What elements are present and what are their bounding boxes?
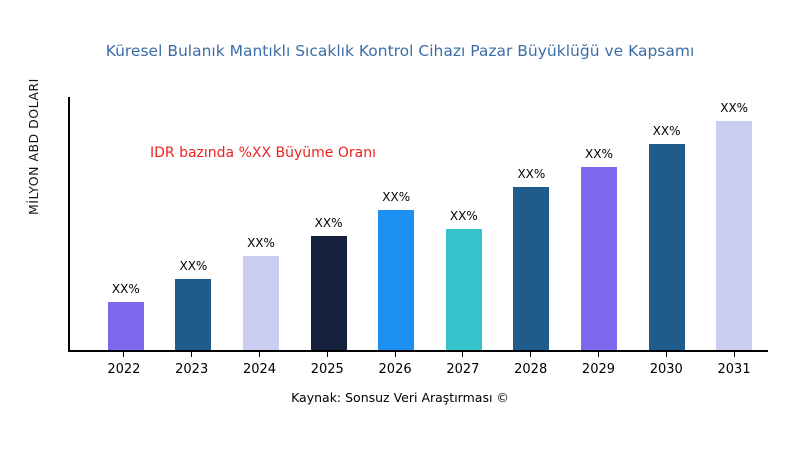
- x-tick-mark: [665, 352, 667, 357]
- bar-value-label: XX%: [517, 167, 546, 182]
- x-tick-group: 2022: [90, 352, 158, 377]
- bar-column: XX%: [295, 97, 363, 350]
- bar-column: XX%: [160, 97, 228, 350]
- bar: [378, 210, 415, 350]
- bar-value-label: XX%: [314, 215, 343, 230]
- bar-column: XX%: [498, 97, 566, 350]
- x-tick-label: 2024: [242, 362, 277, 377]
- x-tick-label: 2028: [514, 362, 548, 377]
- bar: [648, 143, 685, 350]
- bar-column: XX%: [362, 97, 430, 350]
- plot-area: IDR bazında %XX Büyüme Oranı XX% XX% XX% XX…: [68, 97, 768, 352]
- bar: [310, 235, 347, 350]
- x-tick-label: 2029: [581, 362, 616, 377]
- bar: [107, 301, 144, 350]
- x-tick-label: 2030: [649, 362, 683, 377]
- bar: [242, 256, 279, 350]
- bar-value-label: XX%: [652, 123, 681, 138]
- bar-value-label: XX%: [720, 101, 749, 116]
- x-tick-mark: [597, 352, 599, 357]
- y-axis-label: MİLYON ABD DOLARI: [26, 78, 41, 215]
- x-tick-mark: [462, 352, 464, 357]
- x-tick-mark: [530, 352, 532, 357]
- bar-value-label: XX%: [585, 146, 613, 161]
- bar-column: XX%: [565, 97, 633, 350]
- bar-value-label: XX%: [247, 236, 275, 251]
- x-tick-group: 2029: [565, 352, 633, 377]
- bar-column: XX%: [633, 97, 701, 350]
- x-tick-label: 2023: [175, 362, 209, 377]
- bar: [580, 166, 617, 350]
- x-tick-group: 2028: [497, 352, 565, 377]
- x-tick-label: 2025: [310, 362, 344, 377]
- x-tick-mark: [394, 352, 396, 357]
- bar-column: XX%: [92, 97, 160, 350]
- bar: [445, 228, 482, 350]
- growth-annotation: IDR bazında %XX Büyüme Oranı: [150, 145, 376, 161]
- bar: [175, 279, 212, 350]
- bar-value-label: XX%: [382, 190, 411, 205]
- x-tick-group: 2023: [158, 352, 226, 377]
- x-tick-group: 2024: [226, 352, 294, 377]
- x-tick-group: 2026: [361, 352, 429, 377]
- bar-column: XX%: [430, 97, 498, 350]
- x-tick-group: 2030: [632, 352, 700, 377]
- x-tick-mark: [733, 352, 735, 357]
- x-tick-mark: [191, 352, 193, 357]
- x-tick-mark: [123, 352, 125, 357]
- bar-column: XX%: [227, 97, 295, 350]
- bar-column: XX%: [700, 97, 768, 350]
- x-tick-mark: [326, 352, 328, 357]
- x-tick-group: 2025: [293, 352, 361, 377]
- x-tick-label: 2031: [717, 362, 751, 377]
- x-tick-label: 2027: [446, 362, 480, 377]
- bar-value-label: XX%: [449, 208, 478, 223]
- bar: [513, 187, 550, 350]
- source-caption: Kaynak: Sonsuz Veri Araştırması ©: [291, 390, 509, 405]
- x-tick-group: 2031: [700, 352, 768, 377]
- bar-value-label: XX%: [179, 259, 208, 274]
- x-tick-mark: [258, 352, 260, 357]
- x-tick-label: 2026: [378, 362, 412, 377]
- bars: XX% XX% XX% XX% XX% XX% XX% XX% XX% XX%: [70, 97, 768, 350]
- x-axis-labels: 2022 2023 2024 2025 2026 2027 2028 2029 2030 2031: [68, 352, 768, 377]
- bar: [716, 121, 753, 350]
- x-tick-group: 2027: [429, 352, 497, 377]
- x-tick-label: 2022: [107, 362, 141, 377]
- bar-value-label: XX%: [111, 281, 140, 296]
- chart-title: Küresel Bulanık Mantıklı Sıcaklık Kontro…: [105, 42, 695, 60]
